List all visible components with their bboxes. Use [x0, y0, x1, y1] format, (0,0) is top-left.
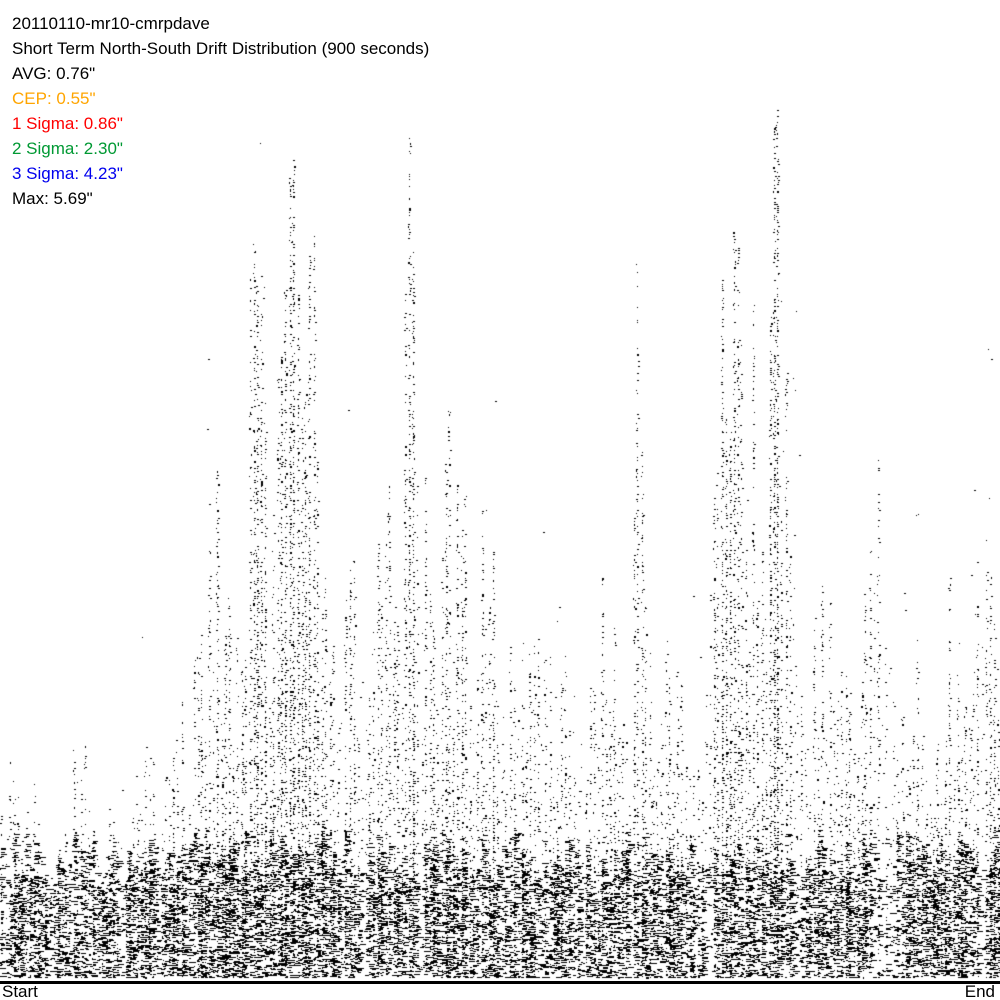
stat-line-sigma3: 3 Sigma: 4.23" [12, 164, 123, 183]
axis-end-label: End [964, 982, 995, 1000]
session-id: 20110110-mr10-cmrpdave [12, 14, 210, 33]
axis-start-label: Start [2, 982, 38, 1000]
time-axis-line [0, 981, 1000, 984]
stat-line-avg: AVG: 0.76" [12, 64, 96, 83]
chart-header: 20110110-mr10-cmrpdave Short Term North-… [12, 11, 429, 211]
chart-title: Short Term North-South Drift Distributio… [12, 39, 430, 58]
stat-line-sigma2: 2 Sigma: 2.30" [12, 139, 123, 158]
stat-line-cep: CEP: 0.55" [12, 89, 96, 108]
stat-line-max: Max: 5.69" [12, 189, 93, 208]
stat-line-sigma1: 1 Sigma: 0.86" [12, 114, 123, 133]
